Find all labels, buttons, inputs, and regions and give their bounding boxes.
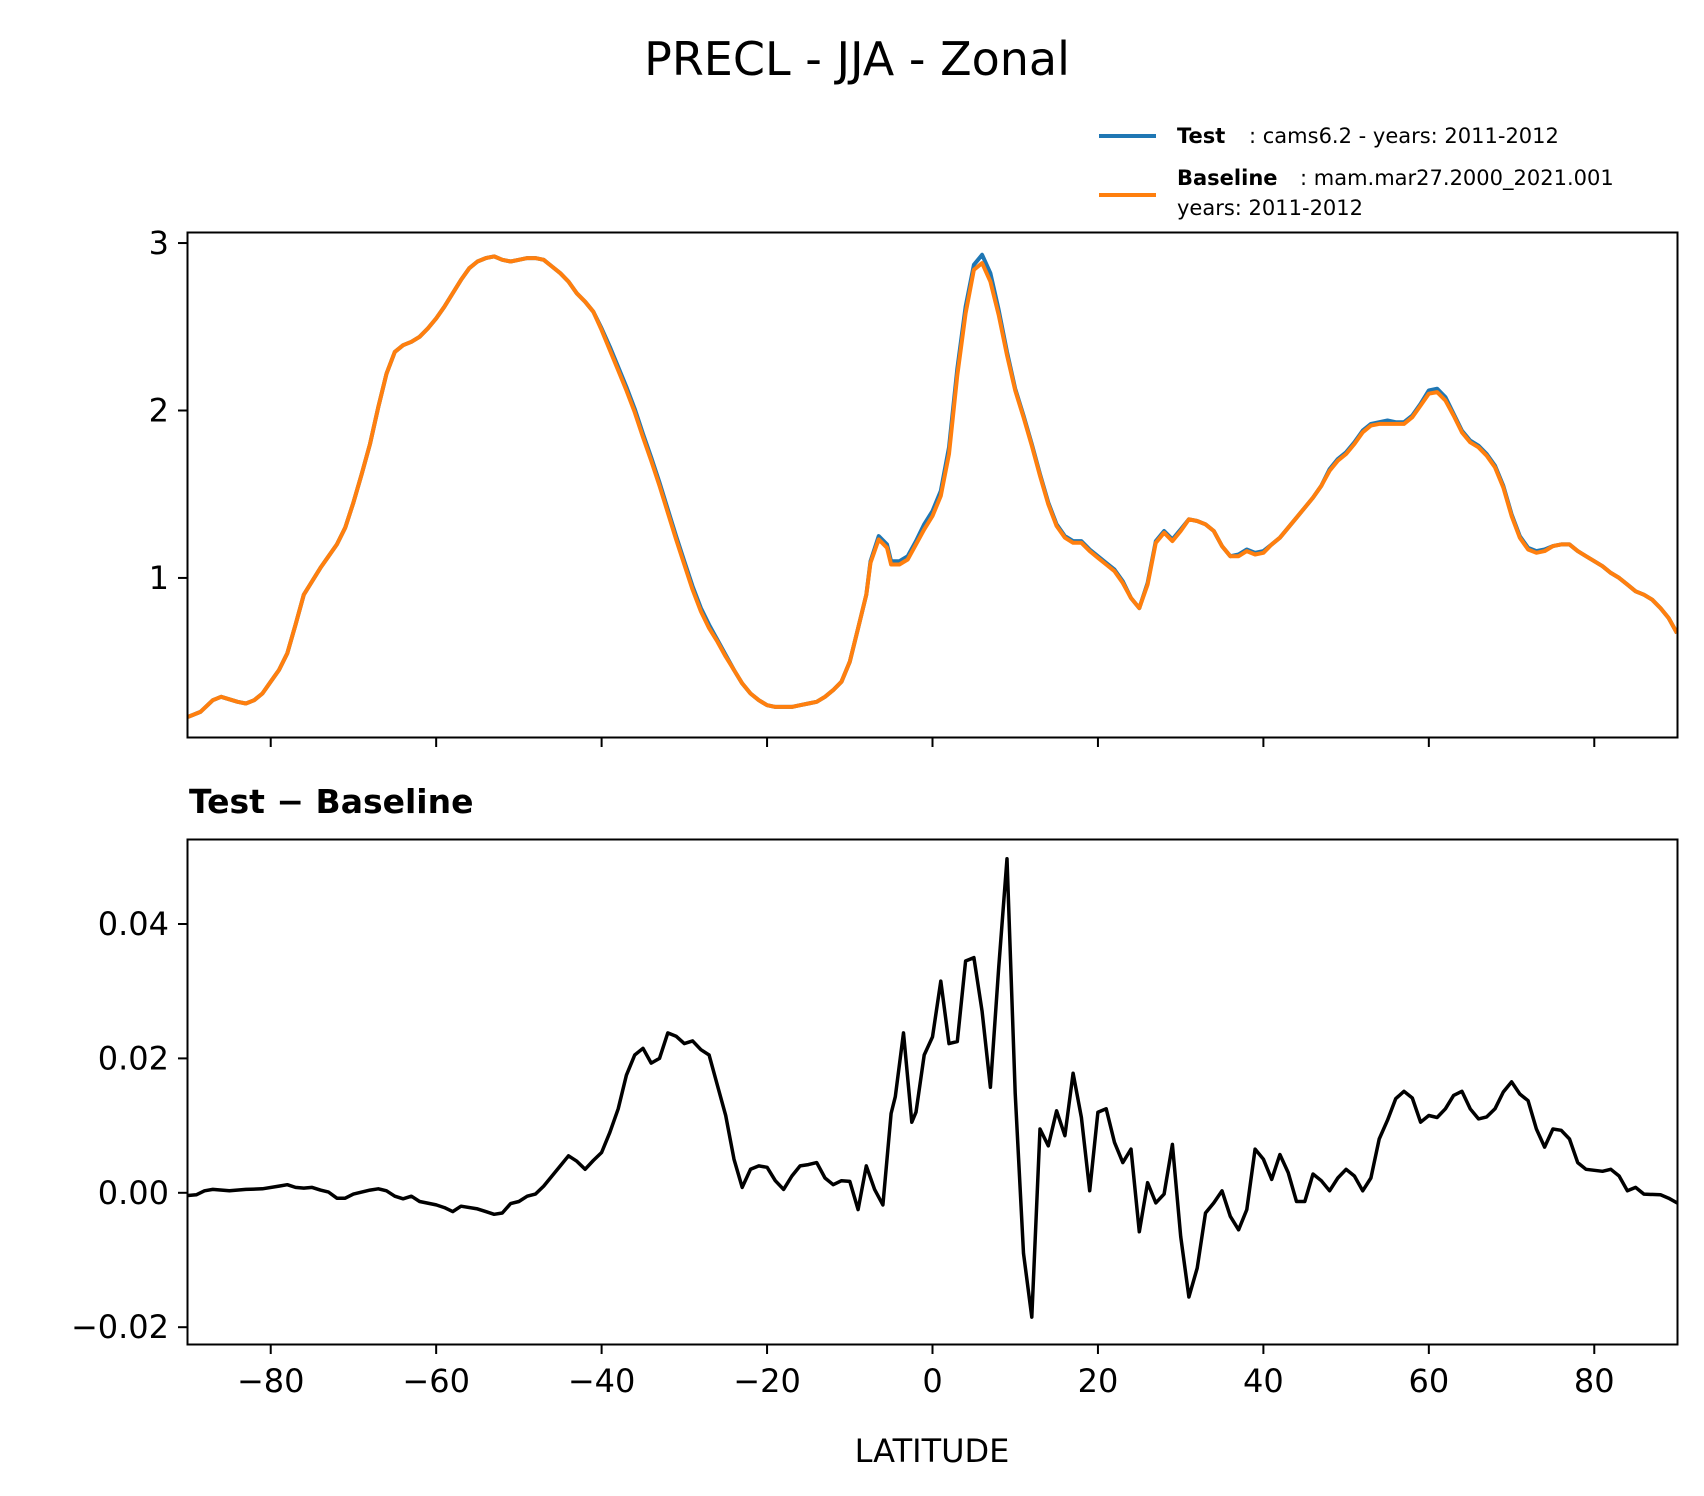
x-tick-label: 60 bbox=[1408, 1362, 1449, 1400]
bottom-y-tick-label: 0.00 bbox=[98, 1174, 169, 1212]
legend-baseline-label: Baseline bbox=[1177, 166, 1278, 190]
legend-test-desc: : cams6.2 - years: 2011-2012 bbox=[1249, 124, 1559, 148]
bottom-y-tick-label: −0.02 bbox=[71, 1308, 169, 1346]
bottom-x-ticks: −80 −60 −40 −20 0 20 40 60 80 bbox=[237, 1344, 1615, 1400]
x-tick-label: 80 bbox=[1574, 1362, 1615, 1400]
legend: Test : cams6.2 - years: 2011-2012 Baseli… bbox=[1099, 124, 1614, 220]
top-series-test bbox=[188, 252, 1677, 719]
x-tick-label: −60 bbox=[402, 1362, 470, 1400]
top-panel: 1 2 3 bbox=[149, 224, 1679, 747]
x-tick-label: −20 bbox=[733, 1362, 801, 1400]
legend-baseline-desc-2: years: 2011-2012 bbox=[1177, 196, 1363, 220]
top-series-baseline bbox=[188, 254, 1677, 719]
diff-panel-title: Test − Baseline bbox=[189, 782, 474, 821]
top-axes-frame bbox=[186, 231, 1679, 739]
figure-title: PRECL - JJA - Zonal bbox=[644, 32, 1070, 86]
bottom-y-tick-label: 0.04 bbox=[98, 905, 169, 943]
x-tick-label: −40 bbox=[568, 1362, 636, 1400]
x-tick-label: 40 bbox=[1243, 1362, 1284, 1400]
top-y-ticks: 1 2 3 bbox=[149, 224, 188, 597]
x-axis-label: LATITUDE bbox=[855, 1432, 1010, 1470]
top-series bbox=[188, 252, 1677, 719]
bottom-panel: −80 −60 −40 −20 0 20 40 60 80 −0.02 0.00 0.02 0.04 bbox=[71, 838, 1679, 1400]
x-tick-label: −80 bbox=[237, 1362, 305, 1400]
bottom-y-tick-label: 0.02 bbox=[98, 1039, 169, 1077]
legend-baseline-desc-1: : mam.mar27.2000_2021.001 bbox=[1300, 166, 1614, 191]
top-x-ticks bbox=[269, 737, 1596, 747]
bottom-series-test-baseline bbox=[188, 857, 1677, 1319]
x-tick-label: 0 bbox=[922, 1362, 942, 1400]
top-y-tick-label: 2 bbox=[149, 391, 169, 429]
legend-test-label: Test bbox=[1177, 124, 1225, 148]
top-y-tick-label: 3 bbox=[149, 224, 169, 262]
bottom-y-ticks: −0.02 0.00 0.02 0.04 bbox=[71, 905, 188, 1346]
x-tick-label: 20 bbox=[1078, 1362, 1119, 1400]
bottom-axes-frame bbox=[186, 838, 1679, 1346]
top-y-tick-label: 1 bbox=[149, 559, 169, 597]
bottom-series bbox=[188, 857, 1677, 1319]
